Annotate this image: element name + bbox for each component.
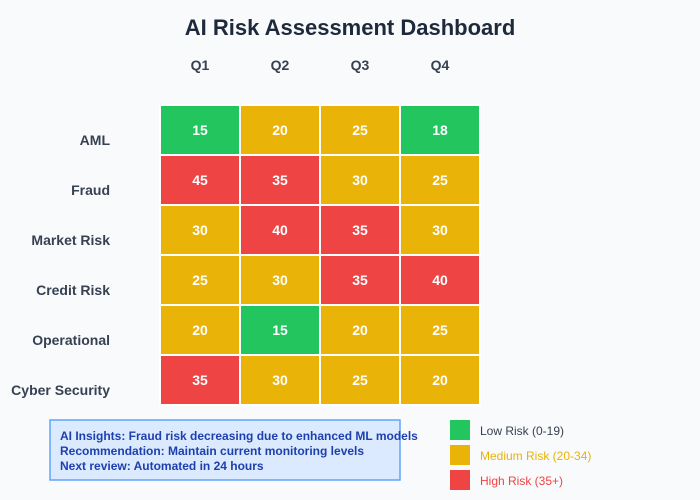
heatmap-cell: 30 xyxy=(159,204,241,256)
legend-item: Medium Risk (20-34) xyxy=(450,445,591,465)
cell-value-label: 25 xyxy=(432,322,448,338)
cell-value-label: 35 xyxy=(272,172,288,188)
legend-item: High Risk (35+) xyxy=(450,470,563,490)
legend: Low Risk (0-19) Medium Risk (20-34) High R… xyxy=(450,420,591,490)
heatmap-cell: 30 xyxy=(239,354,321,406)
insights-panel: AI Insights: Fraud risk decreasing due t… xyxy=(49,419,418,481)
heatmap-cell: 35 xyxy=(319,254,401,306)
heatmap-cell: 40 xyxy=(399,254,481,306)
heatmap-cell: 25 xyxy=(159,254,241,306)
legend-item: Low Risk (0-19) xyxy=(450,420,564,440)
heatmap-cell: 20 xyxy=(399,354,481,406)
heatmap-cell: 20 xyxy=(159,304,241,356)
cell-rect xyxy=(239,104,321,156)
heatmap-cell: 18 xyxy=(399,104,481,156)
cell-value-label: 20 xyxy=(432,372,448,388)
cell-value-label: 15 xyxy=(272,322,288,338)
column-label-q4: Q4 xyxy=(431,57,450,73)
cell-value-label: 30 xyxy=(192,222,208,238)
cell-rect xyxy=(159,104,241,156)
cell-rect xyxy=(239,254,321,306)
cell-rect xyxy=(159,304,241,356)
cell-value-label: 40 xyxy=(432,272,448,288)
column-label-q2: Q2 xyxy=(271,57,290,73)
legend-swatch xyxy=(450,445,470,465)
heatmap-cell: 35 xyxy=(239,154,321,206)
legend-swatch xyxy=(450,420,470,440)
cell-rect xyxy=(399,154,481,206)
heatmap-cell: 40 xyxy=(239,204,321,256)
row-label-fraud: Fraud xyxy=(71,182,110,198)
cell-value-label: 20 xyxy=(192,322,208,338)
insight-line-1: AI Insights: Fraud risk decreasing due t… xyxy=(60,429,418,443)
row-labels: AML Fraud Market Risk Credit Risk Operationa… xyxy=(11,132,110,398)
heatmap-cells: 15 20 25 18 45 35 30 25 30 40 35 30 25 30 35 40 20 15 20 25… xyxy=(159,104,481,406)
cell-value-label: 45 xyxy=(192,172,208,188)
cell-value-label: 30 xyxy=(352,172,368,188)
cell-value-label: 25 xyxy=(352,372,368,388)
cell-rect xyxy=(239,154,321,206)
cell-rect xyxy=(239,354,321,406)
heatmap-cell: 45 xyxy=(159,154,241,206)
row-label-operational: Operational xyxy=(32,332,110,348)
cell-rect xyxy=(159,354,241,406)
heatmap-cell: 30 xyxy=(319,154,401,206)
heatmap-cell: 35 xyxy=(319,204,401,256)
heatmap-cell: 25 xyxy=(399,304,481,356)
cell-rect xyxy=(399,204,481,256)
heatmap-cell: 25 xyxy=(399,154,481,206)
row-label-credit-risk: Credit Risk xyxy=(36,282,110,298)
insight-line-2: Recommendation: Maintain current monitor… xyxy=(60,444,364,458)
cell-value-label: 25 xyxy=(432,172,448,188)
heatmap-cell: 30 xyxy=(239,254,321,306)
cell-value-label: 25 xyxy=(352,122,368,138)
heatmap-cell: 15 xyxy=(239,304,321,356)
heatmap-cell: 25 xyxy=(319,354,401,406)
cell-value-label: 30 xyxy=(272,272,288,288)
legend-label: High Risk (35+) xyxy=(480,474,563,488)
cell-rect xyxy=(319,354,401,406)
cell-value-label: 30 xyxy=(432,222,448,238)
row-label-aml: AML xyxy=(80,132,111,148)
insight-line-3: Next review: Automated in 24 hours xyxy=(60,459,264,473)
legend-label: Low Risk (0-19) xyxy=(480,424,564,438)
insights-box xyxy=(49,419,401,481)
cell-value-label: 25 xyxy=(192,272,208,288)
cell-value-label: 35 xyxy=(192,372,208,388)
heatmap-cell: 20 xyxy=(319,304,401,356)
cell-value-label: 18 xyxy=(432,122,448,138)
column-label-q3: Q3 xyxy=(351,57,370,73)
heatmap-cell: 25 xyxy=(319,104,401,156)
cell-value-label: 30 xyxy=(272,372,288,388)
cell-rect xyxy=(399,304,481,356)
heatmap-cell: 30 xyxy=(399,204,481,256)
cell-value-label: 15 xyxy=(192,122,208,138)
cell-rect xyxy=(319,304,401,356)
cell-value-label: 35 xyxy=(352,222,368,238)
heatmap-cell: 15 xyxy=(159,104,241,156)
cell-rect xyxy=(399,354,481,406)
cell-rect xyxy=(399,104,481,156)
cell-value-label: 35 xyxy=(352,272,368,288)
column-labels: Q1 Q2 Q3 Q4 xyxy=(191,57,450,73)
heatmap-cell: 20 xyxy=(239,104,321,156)
cell-rect xyxy=(399,254,481,306)
row-label-market-risk: Market Risk xyxy=(31,232,110,248)
row-label-cyber-security: Cyber Security xyxy=(11,382,110,398)
cell-value-label: 20 xyxy=(352,322,368,338)
chart-title: AI Risk Assessment Dashboard xyxy=(185,15,516,40)
legend-swatch xyxy=(450,470,470,490)
legend-label: Medium Risk (20-34) xyxy=(480,449,591,463)
cell-value-label: 40 xyxy=(272,222,288,238)
cell-rect xyxy=(239,204,321,256)
column-label-q1: Q1 xyxy=(191,57,210,73)
heatmap-cell: 35 xyxy=(159,354,241,406)
cell-value-label: 20 xyxy=(272,122,288,138)
